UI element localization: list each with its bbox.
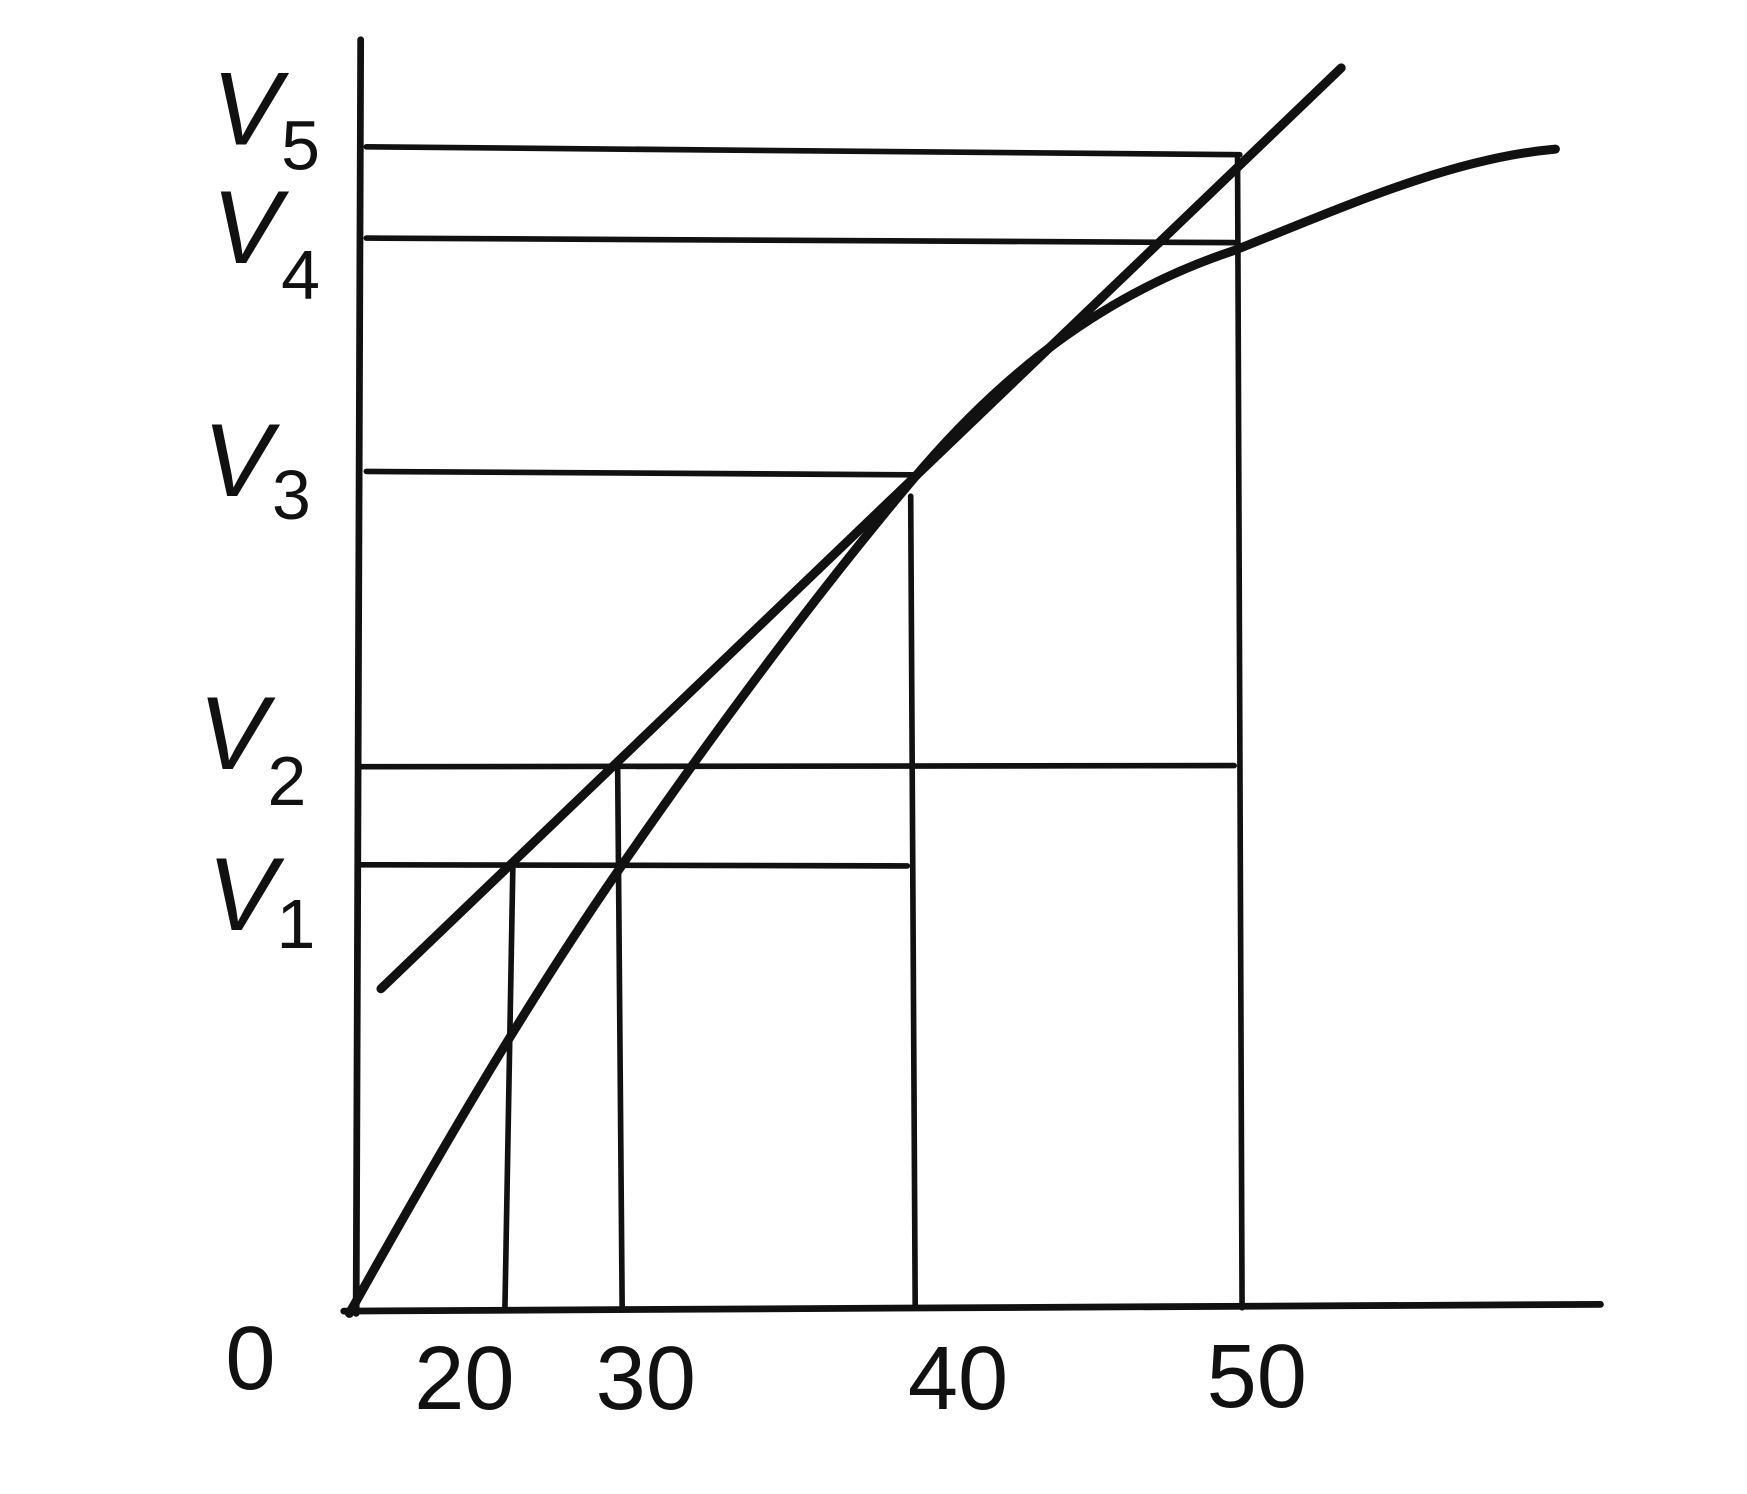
y-axis bbox=[352, 36, 365, 1317]
label-sub: 2 bbox=[268, 742, 307, 820]
label-sub: 4 bbox=[281, 236, 320, 314]
guide-v2 bbox=[357, 762, 1237, 770]
guide-v3 bbox=[363, 468, 916, 478]
label-base: V bbox=[212, 169, 290, 285]
curve bbox=[344, 144, 1560, 1318]
guide-v1 bbox=[357, 861, 911, 869]
y-label: V3 bbox=[203, 402, 311, 534]
guide-20 bbox=[502, 865, 516, 1311]
label-base: V bbox=[198, 675, 276, 791]
guide-50 bbox=[1234, 155, 1245, 1311]
label-sub: 3 bbox=[272, 456, 311, 534]
y-label: V4 bbox=[212, 169, 320, 314]
x-label: 40 bbox=[908, 1328, 1008, 1429]
guide-30 bbox=[614, 763, 625, 1311]
label-sub: 1 bbox=[277, 885, 316, 963]
label-sub: 5 bbox=[281, 106, 320, 184]
x-label: 50 bbox=[1207, 1326, 1307, 1427]
origin-label: 0 bbox=[225, 1308, 275, 1409]
label-base: V bbox=[207, 836, 285, 952]
y-label: V1 bbox=[207, 836, 315, 963]
x-axis bbox=[340, 1300, 1604, 1315]
x-label: 30 bbox=[596, 1328, 696, 1429]
label-base: V bbox=[203, 402, 281, 518]
straight-line bbox=[376, 63, 1346, 994]
label-base: V bbox=[212, 51, 290, 167]
y-label: V5 bbox=[212, 51, 320, 185]
guide-v4 bbox=[363, 235, 1237, 246]
guide-v5 bbox=[363, 144, 1243, 158]
guide-40 bbox=[907, 493, 919, 1311]
y-label: V2 bbox=[198, 675, 306, 820]
x-label: 20 bbox=[414, 1328, 514, 1429]
